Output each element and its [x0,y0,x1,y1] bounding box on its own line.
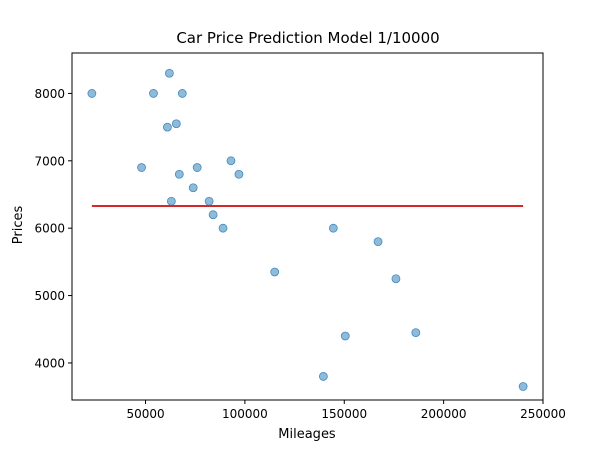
scatter-point-2 [149,89,158,98]
scatter-point-5 [166,196,176,206]
x-tick-label-4: 250000 [520,407,566,421]
scatter-point-15 [234,169,244,179]
plot-frame [71,52,544,401]
x-tick-label-0: 50000 [126,407,164,421]
scatter-point-7 [174,169,184,179]
scatter-point-3 [162,122,172,132]
scatter-point-11 [204,196,214,206]
x-tick-label-3: 200000 [421,407,467,421]
y-tick-label-0: 4000 [34,356,65,370]
plot-area [87,68,528,391]
axes: 50000 100000 150000 200000 250000 4000 5000 600… [34,52,566,421]
scatter-point-17 [318,372,328,381]
y-tick-label-4: 8000 [34,87,65,101]
scatter-point-20 [373,237,383,247]
scatter-point-12 [208,210,218,220]
scatter-point-9 [188,183,198,193]
x-axis-label: Mileages [278,427,336,442]
y-tick-label-1: 5000 [34,289,65,303]
x-tick-label-1: 100000 [222,407,268,421]
scatter-point-21 [391,274,401,284]
x-tick-label-2: 150000 [321,407,367,421]
scatter-point-1 [137,163,146,172]
scatter-point-19 [340,331,350,341]
scatter-point-14 [226,156,236,166]
chart-title: Car Price Prediction Model 1/10000 [176,29,439,47]
scatter-point-4 [164,68,174,78]
scatter-point-8 [177,89,187,98]
scatter-point-6 [171,119,181,129]
scatter-point-22 [411,328,421,338]
scatter-point-16 [270,267,280,277]
y-axis-label: Prices [11,206,26,245]
scatter-point-18 [328,223,338,233]
scatter-point-0 [87,89,97,98]
y-tick-label-2: 6000 [34,222,65,236]
scatter-point-23 [518,382,528,391]
scatter-point-10 [192,163,202,172]
scatter-point-13 [218,223,228,233]
y-tick-label-3: 7000 [34,154,65,168]
